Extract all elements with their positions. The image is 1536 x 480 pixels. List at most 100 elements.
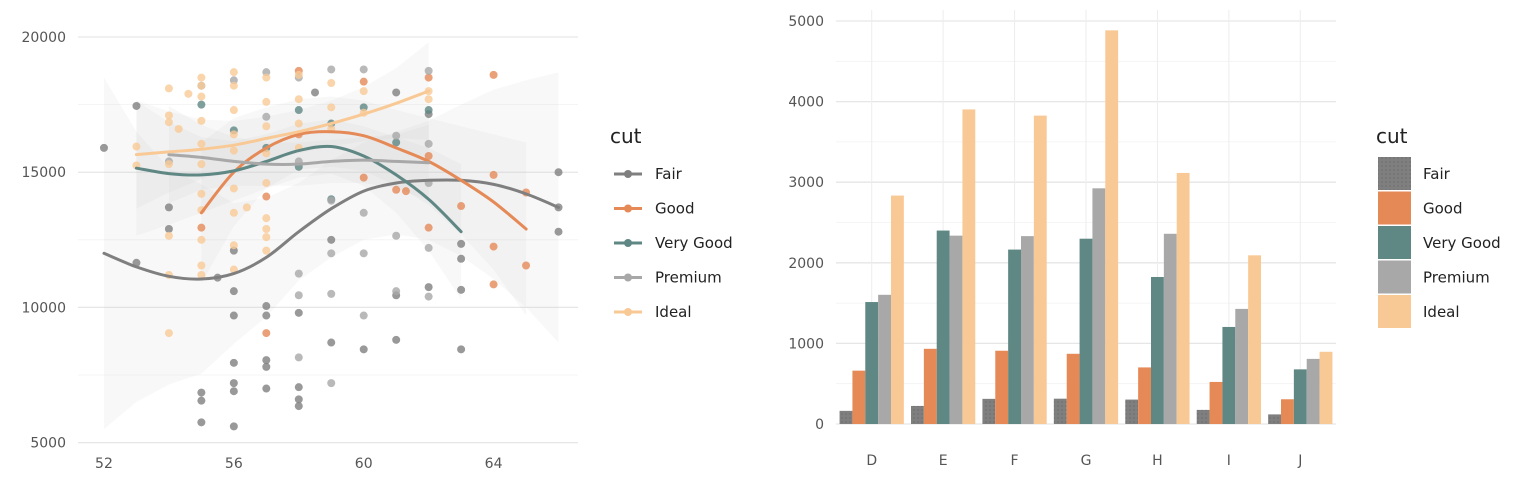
bar-I-good bbox=[1209, 381, 1223, 424]
scatter-point-premium bbox=[359, 65, 368, 74]
scatter-y-tick-label: 5000 bbox=[30, 436, 66, 452]
bar-J-premium bbox=[1306, 358, 1320, 424]
scatter-point-very-good bbox=[392, 138, 401, 147]
scatter-point-fair bbox=[262, 362, 271, 371]
scatter-point-ideal bbox=[262, 214, 271, 223]
scatter-point-good bbox=[489, 70, 498, 79]
scatter-point-fair bbox=[457, 254, 466, 263]
scatter-point-premium bbox=[392, 287, 401, 296]
scatter-legend-label-very-good: Very Good bbox=[655, 234, 733, 252]
bar-x-tick-label: J bbox=[1297, 453, 1302, 469]
bar-y-tick-label: 4000 bbox=[788, 95, 824, 111]
scatter-point-fair bbox=[554, 227, 563, 236]
bar-legend-key-fair bbox=[1378, 157, 1411, 190]
scatter-point-good bbox=[424, 223, 433, 232]
scatter-point-ideal bbox=[262, 73, 271, 82]
bar-D-very-good bbox=[865, 302, 879, 424]
scatter-point-fair bbox=[132, 101, 141, 110]
bar-E-premium bbox=[949, 235, 963, 424]
scatter-point-ideal bbox=[197, 81, 206, 90]
scatter-point-fair bbox=[262, 311, 271, 320]
scatter-point-fair bbox=[229, 387, 238, 396]
smooth-line-ideal bbox=[134, 89, 431, 157]
scatter-point-ideal bbox=[197, 139, 206, 148]
bar-y-tick-label: 0 bbox=[815, 417, 824, 433]
scatter-point-good bbox=[424, 73, 433, 82]
bar-H-fair bbox=[1125, 399, 1139, 424]
bar-G-fair bbox=[1053, 398, 1067, 424]
scatter-point-good bbox=[489, 280, 498, 289]
scatter-point-premium bbox=[327, 65, 336, 74]
scatter-point-premium bbox=[327, 196, 336, 205]
scatter-point-fair bbox=[327, 235, 336, 244]
scatter-point-ideal bbox=[164, 118, 173, 127]
bar-J-good bbox=[1281, 399, 1294, 424]
scatter-point-premium bbox=[359, 311, 368, 320]
scatter-point-ideal bbox=[197, 92, 206, 101]
scatter-point-ideal bbox=[327, 103, 336, 112]
scatter-point-ideal bbox=[262, 149, 271, 158]
scatter-points bbox=[99, 65, 563, 431]
bar-bars bbox=[839, 30, 1333, 425]
bar-E-very-good bbox=[936, 230, 950, 424]
scatter-point-premium bbox=[424, 139, 433, 148]
scatter-point-fair bbox=[311, 88, 320, 97]
bar-legend-label-premium: Premium bbox=[1423, 269, 1490, 287]
scatter-point-premium bbox=[262, 112, 271, 121]
confidence-band-good bbox=[201, 96, 527, 316]
scatter-point-fair bbox=[294, 395, 303, 404]
bar-E-fair bbox=[911, 405, 924, 424]
scatter-point-fair bbox=[554, 168, 563, 177]
scatter-point-ideal bbox=[197, 270, 206, 279]
scatter-point-premium bbox=[359, 208, 368, 217]
bar-y-tick-label: 3000 bbox=[788, 175, 824, 191]
scatter-point-ideal bbox=[294, 70, 303, 79]
scatter-point-fair bbox=[392, 88, 401, 97]
scatter-point-ideal bbox=[262, 225, 271, 233]
bar-J-fair bbox=[1268, 414, 1281, 424]
scatter-point-fair bbox=[99, 143, 108, 152]
scatter-point-very-good bbox=[424, 106, 433, 115]
scatter-point-good bbox=[359, 173, 368, 182]
scatter-point-ideal bbox=[164, 329, 173, 338]
scatter-point-fair bbox=[294, 402, 303, 411]
scatter-point-ideal bbox=[294, 119, 303, 128]
scatter-point-ideal bbox=[197, 235, 206, 244]
scatter-point-fair bbox=[262, 302, 271, 311]
scatter-point-ideal bbox=[184, 89, 193, 98]
scatter-legend-title: cut bbox=[610, 124, 642, 148]
bar-G-ideal bbox=[1105, 30, 1119, 424]
scatter-point-ideal bbox=[197, 189, 206, 198]
bar-H-ideal bbox=[1176, 172, 1190, 424]
bar-F-very-good bbox=[1008, 249, 1021, 424]
bar-F-premium bbox=[1021, 236, 1034, 424]
scatter-panel: 52 56 60 64 5000 10000 15000 20000 bbox=[21, 30, 578, 472]
scatter-x-tick-label: 56 bbox=[225, 456, 243, 472]
scatter-point-ideal bbox=[262, 233, 271, 242]
scatter-legend-label-good: Good bbox=[655, 200, 695, 218]
scatter-point-ideal bbox=[262, 246, 271, 255]
scatter-point-premium bbox=[359, 249, 368, 258]
scatter-point-fair bbox=[197, 396, 206, 405]
scatter-point-fair bbox=[229, 422, 238, 431]
confidence-band-ideal bbox=[136, 42, 429, 209]
scatter-point-ideal bbox=[197, 160, 206, 169]
scatter-point-fair bbox=[229, 287, 238, 296]
scatter-point-good bbox=[359, 77, 368, 86]
bar-y-tick-label: 5000 bbox=[788, 14, 824, 30]
bar-F-fair bbox=[982, 398, 996, 424]
scatter-point-ideal bbox=[229, 106, 238, 115]
bar-E-ideal bbox=[962, 109, 976, 424]
scatter-point-ideal bbox=[359, 87, 368, 96]
scatter-point-ideal bbox=[327, 79, 336, 87]
scatter-point-ideal bbox=[164, 160, 173, 169]
scatter-y-tick-label: 15000 bbox=[21, 165, 66, 181]
scatter-point-ideal bbox=[164, 231, 173, 240]
bar-legend-label-good: Good bbox=[1423, 200, 1463, 218]
scatter-point-fair bbox=[229, 379, 238, 388]
scatter-point-ideal bbox=[229, 208, 238, 217]
scatter-point-premium bbox=[327, 289, 336, 298]
bar-y-tick-label: 1000 bbox=[788, 336, 824, 352]
scatter-point-ideal bbox=[229, 81, 238, 90]
